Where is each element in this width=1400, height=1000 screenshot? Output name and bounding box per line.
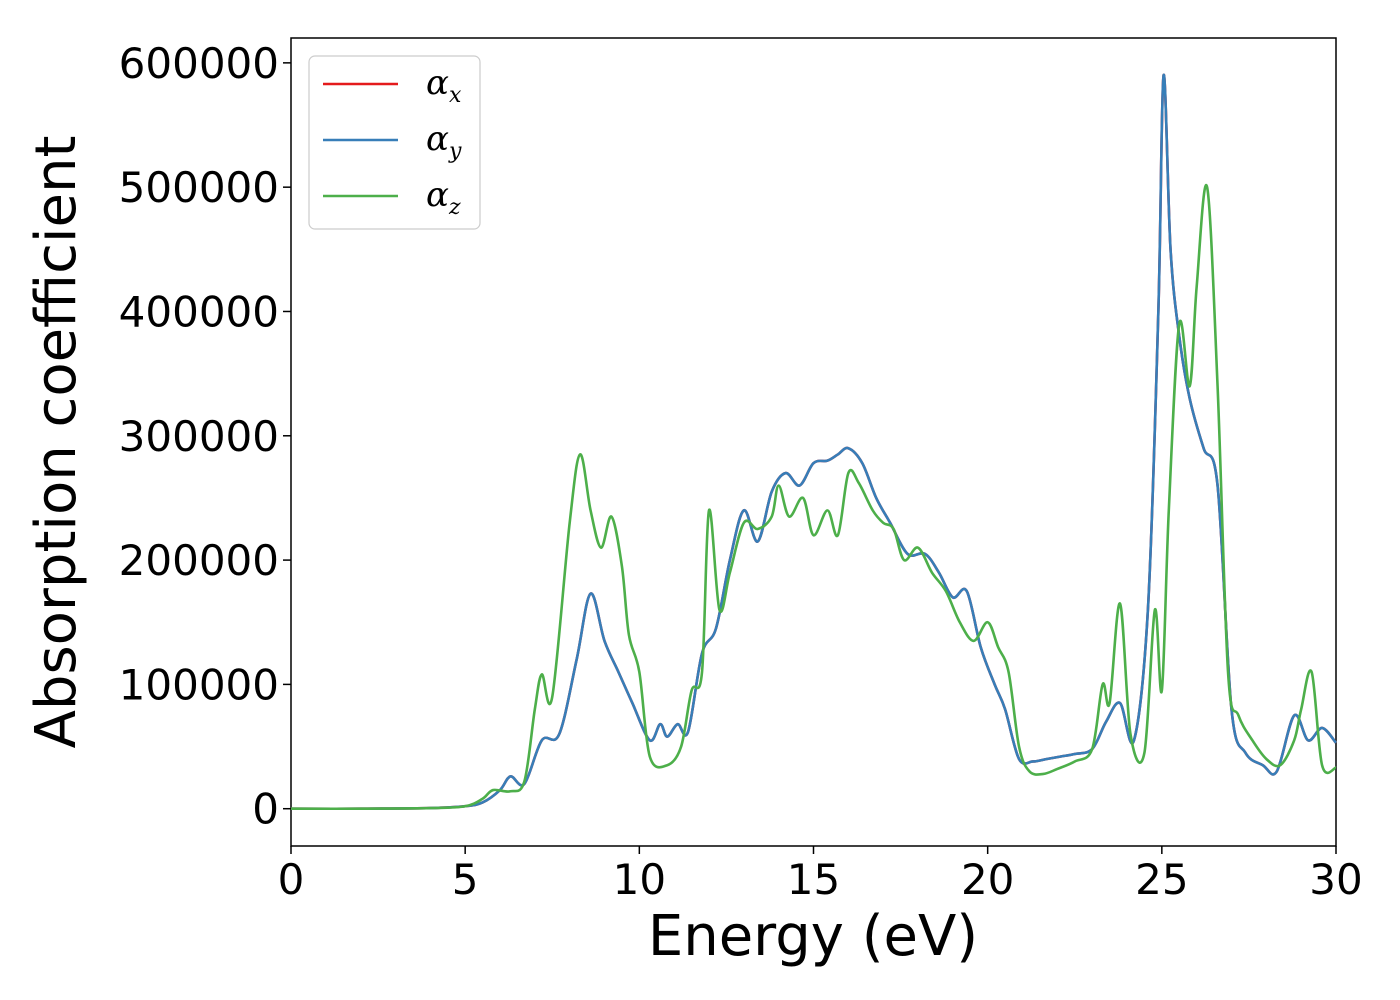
y-axis-label: Absorption coefficient (24, 136, 89, 749)
x-axis-ticks: 0 5 10 15 20 25 30 (278, 846, 1363, 904)
x-tick-label: 30 (1309, 855, 1362, 904)
x-axis-label: Energy (eV) (648, 904, 978, 969)
y-tick-label: 400000 (119, 287, 279, 336)
y-tick-label: 300000 (119, 412, 279, 461)
y-tick-label: 600000 (119, 39, 279, 88)
y-axis-ticks: 0 100000 200000 300000 400000 500000 600000 (119, 39, 291, 834)
x-tick-label: 15 (787, 855, 840, 904)
legend-box (308, 55, 481, 230)
series-line-z (290, 183, 1337, 811)
y-tick-label: 100000 (119, 660, 279, 709)
x-tick-label: 10 (613, 855, 666, 904)
x-tick-label: 5 (452, 855, 479, 904)
x-tick-label: 0 (278, 855, 305, 904)
series-layer (290, 73, 1338, 811)
x-tick-label: 20 (961, 855, 1014, 904)
y-tick-label: 200000 (119, 536, 279, 585)
y-tick-label: 500000 (119, 163, 279, 212)
x-tick-label: 25 (1135, 855, 1188, 904)
y-tick-label: 0 (252, 785, 279, 834)
